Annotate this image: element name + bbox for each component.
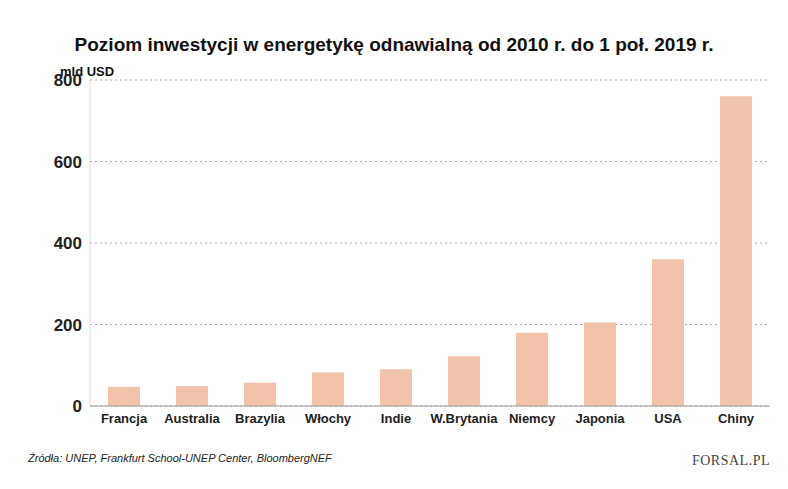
svg-text:Australia: Australia [164, 411, 220, 426]
svg-text:Brazylia: Brazylia [235, 411, 286, 426]
svg-text:Chiny: Chiny [718, 411, 755, 426]
svg-text:USA: USA [654, 411, 682, 426]
svg-text:Japonia: Japonia [575, 411, 625, 426]
svg-text:W.Brytania: W.Brytania [430, 411, 498, 426]
svg-text:200: 200 [54, 316, 82, 335]
svg-text:600: 600 [54, 153, 82, 172]
svg-text:400: 400 [54, 234, 82, 253]
svg-text:0: 0 [73, 397, 82, 416]
svg-text:Francja: Francja [101, 411, 148, 426]
svg-text:Niemcy: Niemcy [509, 411, 556, 426]
svg-text:800: 800 [54, 71, 82, 90]
svg-text:Indie: Indie [381, 411, 411, 426]
svg-text:Włochy: Włochy [305, 411, 352, 426]
